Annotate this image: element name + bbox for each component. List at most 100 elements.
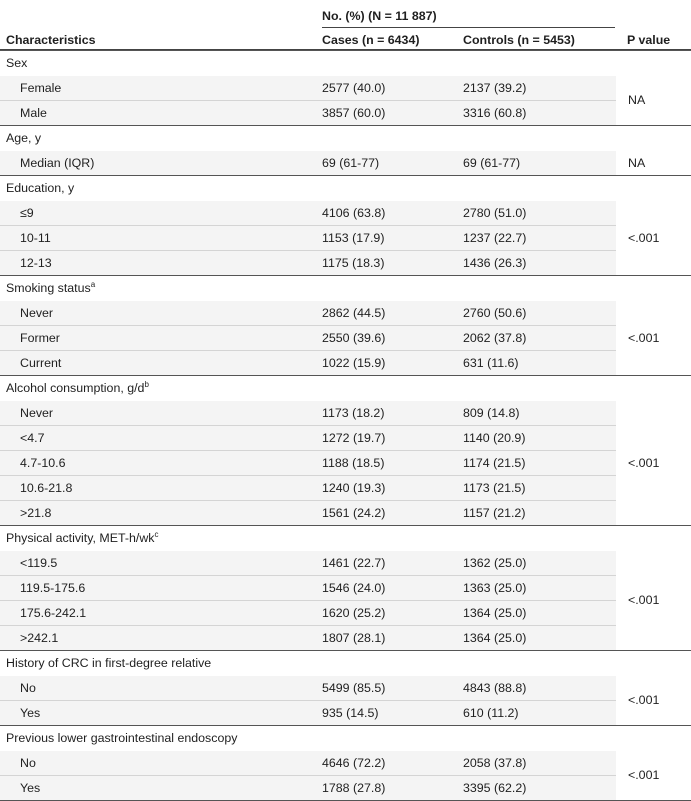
section-title-text: Sex [6, 56, 28, 70]
section-title-text: History of CRC in first-degree relative [6, 656, 212, 670]
section-title: History of CRC in first-degree relative [0, 650, 691, 676]
section-title: Previous lower gastrointestinal endoscop… [0, 725, 691, 751]
section-title: Physical activity, MET-h/wkc [0, 525, 691, 551]
cases-cell: 1188 (18.5) [322, 450, 463, 476]
footnote-marker: c [154, 530, 159, 539]
cases-cell: 5499 (85.5) [322, 675, 463, 701]
p-value-cell: <.001 [616, 200, 691, 276]
p-value-cell: <.001 [616, 550, 691, 651]
controls-cell: 69 (61-77) [463, 150, 616, 176]
cases-cell: 2862 (44.5) [322, 300, 463, 326]
table-row: Never 2862 (44.5) 2760 (50.6) <.001 [0, 300, 691, 376]
row-label: 119.5-175.6 [0, 575, 322, 601]
cases-cell: 1175 (18.3) [322, 250, 463, 276]
row-label: 10.6-21.8 [0, 475, 322, 501]
cases-cell: 1807 (28.1) [322, 625, 463, 651]
row-label: No [0, 675, 322, 701]
section-title-text: Age, y [6, 131, 42, 145]
controls-cell: 2058 (37.8) [463, 750, 616, 776]
table-row: 4.7-10.6 1188 (18.5) 1174 (21.5) [0, 450, 691, 476]
section-title-text: Alcohol consumption, g/d [6, 381, 145, 395]
cases-cell: 1173 (18.2) [322, 400, 463, 426]
cases-cell: 1272 (19.7) [322, 425, 463, 451]
cases-cell: 1240 (19.3) [322, 475, 463, 501]
row-label: Yes [0, 775, 322, 800]
section-title-text: Smoking status [6, 281, 91, 295]
section-title: Age, y [0, 125, 691, 151]
table-row: Median (IQR) 69 (61-77) 69 (61-77) NA [0, 150, 691, 176]
controls-cell: 3395 (62.2) [463, 775, 616, 800]
section-title-text: Education, y [6, 181, 75, 195]
table-row: Male 3857 (60.0) 3316 (60.8) [0, 100, 691, 126]
controls-cell: 4843 (88.8) [463, 675, 616, 701]
cases-cell: 3857 (60.0) [322, 100, 463, 126]
controls-cell: 1364 (25.0) [463, 625, 616, 651]
controls-cell: 1237 (22.7) [463, 225, 616, 251]
section-row: Smoking statusa [0, 275, 691, 301]
section-row: Sex [0, 50, 691, 76]
section-row: Previous lower gastrointestinal endoscop… [0, 725, 691, 751]
row-label: No [0, 750, 322, 776]
section-row: Age, y [0, 125, 691, 151]
table-row: No 5499 (85.5) 4843 (88.8) <.001 [0, 675, 691, 726]
controls-cell: 2760 (50.6) [463, 300, 616, 326]
table-row: >242.1 1807 (28.1) 1364 (25.0) [0, 625, 691, 651]
controls-cell: 2780 (51.0) [463, 200, 616, 226]
table-row: ≤9 4106 (63.8) 2780 (51.0) <.001 [0, 200, 691, 276]
table-row: Yes 1788 (27.8) 3395 (62.2) [0, 775, 691, 800]
controls-cell: 1174 (21.5) [463, 450, 616, 476]
controls-cell: 631 (11.6) [463, 350, 616, 376]
section-row: Alcohol consumption, g/db [0, 375, 691, 401]
controls-cell: 1363 (25.0) [463, 575, 616, 601]
row-label: Never [0, 400, 322, 426]
footnote-marker: b [144, 380, 149, 389]
table-row: <4.7 1272 (19.7) 1140 (20.9) [0, 425, 691, 451]
row-label: 4.7-10.6 [0, 450, 322, 476]
col-header-pvalue: P value [627, 33, 671, 47]
controls-cell: 1362 (25.0) [463, 550, 616, 576]
row-label: >242.1 [0, 625, 322, 651]
table-row: No 4646 (72.2) 2058 (37.8) <.001 [0, 750, 691, 800]
row-label: Male [0, 100, 322, 126]
p-value-cell: <.001 [616, 400, 691, 526]
row-label: Yes [0, 700, 322, 726]
controls-cell: 2137 (39.2) [463, 75, 616, 101]
controls-cell: 2062 (37.8) [463, 325, 616, 351]
spanning-header: No. (%) (N = 11 887) [322, 9, 437, 23]
table-body: Sex Female 2577 (40.0) 2137 (39.2) NA Male 385… [0, 50, 691, 800]
cases-cell: 69 (61-77) [322, 150, 463, 176]
col-header-characteristics: Characteristics [6, 33, 96, 47]
row-label: 10-11 [0, 225, 322, 251]
characteristics-table: Sex Female 2577 (40.0) 2137 (39.2) NA Male 385… [0, 50, 691, 800]
section-title: Education, y [0, 175, 691, 201]
cases-cell: 2550 (39.6) [322, 325, 463, 351]
controls-cell: 809 (14.8) [463, 400, 616, 426]
section-title-text: Physical activity, MET-h/wk [6, 531, 155, 545]
controls-cell: 1157 (21.2) [463, 500, 616, 526]
row-label: Former [0, 325, 322, 351]
row-label: 12-13 [0, 250, 322, 276]
row-label: Female [0, 75, 322, 101]
row-label: Never [0, 300, 322, 326]
table-row: 10-11 1153 (17.9) 1237 (22.7) [0, 225, 691, 251]
footnote-marker: a [90, 280, 96, 289]
controls-cell: 1436 (26.3) [463, 250, 616, 276]
cases-cell: 1153 (17.9) [322, 225, 463, 251]
table-row: 10.6-21.8 1240 (19.3) 1173 (21.5) [0, 475, 691, 501]
table-row: 12-13 1175 (18.3) 1436 (26.3) [0, 250, 691, 276]
row-label: ≤9 [0, 200, 322, 226]
table-header: No. (%) (N = 11 887) Characteristics Cas… [0, 0, 691, 50]
controls-cell: 1173 (21.5) [463, 475, 616, 501]
p-value-cell: <.001 [616, 300, 691, 376]
table-row: Never 1173 (18.2) 809 (14.8) <.001 [0, 400, 691, 526]
table-row: <119.5 1461 (22.7) 1362 (25.0) <.001 [0, 550, 691, 651]
p-value-cell: <.001 [616, 750, 691, 800]
cases-cell: 2577 (40.0) [322, 75, 463, 101]
controls-cell: 3316 (60.8) [463, 100, 616, 126]
cases-cell: 935 (14.5) [322, 700, 463, 726]
section-row: History of CRC in first-degree relative [0, 650, 691, 676]
table-row: Female 2577 (40.0) 2137 (39.2) NA [0, 75, 691, 126]
row-label: <4.7 [0, 425, 322, 451]
table-row: Current 1022 (15.9) 631 (11.6) [0, 350, 691, 376]
